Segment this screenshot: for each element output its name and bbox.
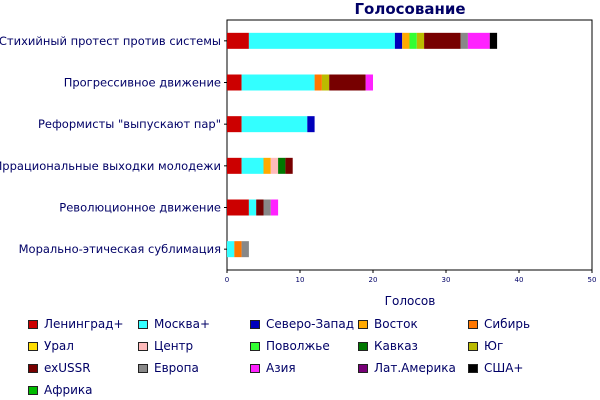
- bar-segment: [416, 32, 425, 49]
- x-tick-label: 50: [588, 276, 597, 284]
- legend-swatch: [28, 319, 38, 329]
- bar-segment: [402, 32, 410, 49]
- legend-item: Юг: [468, 338, 503, 354]
- legend-swatch: [138, 341, 148, 351]
- legend-swatch: [468, 319, 478, 329]
- bar-segment: [234, 241, 242, 258]
- x-tick-label: 40: [515, 276, 524, 284]
- legend-swatch: [468, 363, 478, 373]
- legend-label: Восток: [374, 317, 418, 331]
- legend-swatch: [28, 363, 38, 373]
- category-label: Прогрессивное движение: [64, 76, 221, 90]
- legend-item: Лат.Америка: [358, 360, 456, 376]
- bar-segment: [241, 157, 264, 174]
- legend-item: Азия: [250, 360, 296, 376]
- x-axis-label: Голосов: [385, 294, 436, 308]
- bar-segment: [241, 74, 315, 91]
- category-label: Иррациональные выходки молодежи: [0, 159, 221, 173]
- legend-swatch: [358, 363, 368, 373]
- legend-item: Восток: [358, 316, 418, 332]
- legend-label: Центр: [154, 339, 194, 353]
- legend-label: Сибирь: [484, 317, 531, 331]
- legend-label: Европа: [154, 361, 199, 375]
- legend-swatch: [358, 319, 368, 329]
- legend-label: Урал: [44, 339, 74, 353]
- bar-segment: [365, 74, 373, 91]
- bar-segment: [270, 199, 279, 216]
- legend-swatch: [250, 363, 260, 373]
- plot-frame: [226, 19, 593, 271]
- x-tick-label: 0: [225, 276, 229, 284]
- legend-item: Сибирь: [468, 316, 530, 332]
- legend-label: Африка: [44, 383, 93, 397]
- x-tick-label: 20: [369, 276, 378, 284]
- category-label: Революционное движение: [59, 201, 221, 215]
- bar-segment: [460, 32, 468, 49]
- legend-swatch: [28, 341, 38, 351]
- legend-label: Лат.Америка: [374, 361, 456, 375]
- bar-segment: [227, 157, 242, 174]
- bar-segment: [270, 157, 279, 174]
- legend-label: Азия: [266, 361, 296, 375]
- legend-item: Урал: [28, 338, 74, 354]
- bar-segment: [409, 32, 417, 49]
- bar-segment: [489, 32, 498, 49]
- bar-segment: [329, 74, 366, 91]
- legend-item: Поволжье: [250, 338, 330, 354]
- legend-label: США+: [484, 361, 524, 375]
- legend-label: Ленинград+: [44, 317, 124, 331]
- legend-swatch: [138, 319, 148, 329]
- legend-item: Москва+: [138, 316, 210, 332]
- legend-item: Ленинград+: [28, 316, 124, 332]
- legend-item: exUSSR: [28, 360, 91, 376]
- legend-swatch: [250, 341, 260, 351]
- legend-label: Поволжье: [266, 339, 330, 353]
- legend-swatch: [468, 341, 478, 351]
- legend-label: exUSSR: [44, 361, 91, 375]
- bar-segment: [263, 199, 271, 216]
- bar-segment: [248, 32, 395, 49]
- category-label: Морально-этическая сублимация: [19, 242, 221, 256]
- bar-segment: [227, 241, 235, 258]
- bar-segment: [285, 157, 293, 174]
- x-tick-label: 30: [442, 276, 451, 284]
- bar-segment: [307, 116, 315, 133]
- legend-item: США+: [468, 360, 523, 376]
- legend-label: Москва+: [154, 317, 211, 331]
- legend-swatch: [138, 363, 148, 373]
- bar-segment: [314, 74, 322, 91]
- bar-segment: [248, 199, 257, 216]
- bar-segment: [241, 116, 308, 133]
- category-label: Реформисты "выпускают пар": [38, 117, 221, 131]
- bar-segment: [227, 199, 249, 216]
- category-label: Стихийный протест против системы: [0, 34, 221, 48]
- legend-item: Африка: [28, 382, 93, 398]
- bar-segment: [394, 32, 403, 49]
- legend-item: Европа: [138, 360, 199, 376]
- bar-segment: [227, 116, 242, 133]
- legend-item: Центр: [138, 338, 193, 354]
- legend-swatch: [250, 319, 260, 329]
- bar-segment: [227, 74, 242, 91]
- legend-item: Северо-Запад: [250, 316, 354, 332]
- bar-segment: [256, 199, 264, 216]
- legend-swatch: [358, 341, 368, 351]
- bar-segment: [263, 157, 271, 174]
- legend-item: Кавказ: [358, 338, 418, 354]
- bar-segment: [467, 32, 490, 49]
- bar-segment: [424, 32, 461, 49]
- bar-segment: [241, 241, 249, 258]
- plot-area: 0 10 20 30 40 50 Стихийный протест против сист…: [0, 19, 597, 284]
- bar-segment: [321, 74, 330, 91]
- bar-segment: [227, 32, 249, 49]
- bar-segment: [278, 157, 286, 174]
- x-tick-label: 10: [296, 276, 305, 284]
- legend-label: Юг: [484, 339, 504, 353]
- chart-title: Голосование: [354, 0, 465, 18]
- legend-label: Северо-Запад: [266, 317, 355, 331]
- legend-swatch: [28, 385, 38, 395]
- legend-label: Кавказ: [374, 339, 418, 353]
